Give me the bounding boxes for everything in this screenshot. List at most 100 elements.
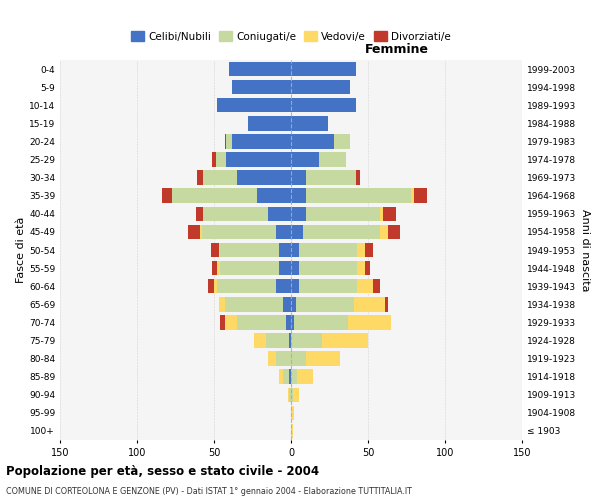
Bar: [215, 152, 226, 167]
Bar: [225, 315, 237, 330]
Bar: [291, 62, 356, 76]
Bar: [202, 224, 275, 239]
Bar: [291, 315, 294, 330]
Bar: [188, 224, 200, 239]
Bar: [275, 224, 291, 239]
Bar: [289, 370, 291, 384]
Bar: [365, 243, 373, 257]
Bar: [203, 206, 268, 221]
Bar: [291, 261, 299, 276]
Bar: [357, 261, 365, 276]
Bar: [254, 333, 266, 347]
Bar: [278, 243, 291, 257]
Bar: [299, 279, 357, 293]
Bar: [197, 170, 203, 185]
Bar: [291, 297, 296, 312]
Bar: [291, 98, 356, 112]
Bar: [289, 388, 291, 402]
Bar: [278, 261, 291, 276]
Bar: [291, 406, 294, 420]
Bar: [291, 188, 307, 203]
Bar: [217, 98, 291, 112]
Bar: [275, 279, 291, 293]
Bar: [203, 170, 237, 185]
Bar: [414, 188, 427, 203]
Bar: [200, 224, 202, 239]
Bar: [296, 297, 354, 312]
Bar: [291, 224, 304, 239]
Bar: [291, 170, 307, 185]
Bar: [385, 297, 388, 312]
Bar: [220, 261, 278, 276]
Bar: [291, 80, 350, 94]
Bar: [356, 170, 360, 185]
Bar: [217, 261, 220, 276]
Bar: [354, 297, 385, 312]
Bar: [334, 134, 350, 148]
Bar: [214, 279, 217, 293]
Bar: [319, 152, 346, 167]
Bar: [291, 388, 293, 402]
Bar: [218, 243, 220, 257]
Legend: Celibi/Nubili, Coniugati/e, Vedovi/e, Divorziati/e: Celibi/Nubili, Coniugati/e, Vedovi/e, Di…: [127, 27, 455, 46]
Bar: [220, 315, 225, 330]
Bar: [212, 261, 217, 276]
Bar: [293, 388, 299, 402]
Bar: [357, 279, 373, 293]
Bar: [257, 188, 291, 203]
Bar: [217, 279, 275, 293]
Bar: [161, 188, 172, 203]
Bar: [294, 315, 348, 330]
Bar: [291, 424, 293, 438]
Bar: [275, 352, 291, 366]
Text: Popolazione per età, sesso e stato civile - 2004: Popolazione per età, sesso e stato civil…: [6, 465, 319, 478]
Bar: [380, 206, 383, 221]
Bar: [307, 170, 356, 185]
Bar: [291, 206, 307, 221]
Bar: [297, 370, 313, 384]
Bar: [322, 333, 368, 347]
Bar: [229, 62, 291, 76]
Bar: [232, 80, 291, 94]
Bar: [237, 315, 286, 330]
Bar: [208, 279, 214, 293]
Y-axis label: Fasce di età: Fasce di età: [16, 217, 26, 283]
Bar: [286, 315, 291, 330]
Bar: [307, 206, 380, 221]
Bar: [283, 297, 291, 312]
Bar: [388, 224, 400, 239]
Bar: [291, 352, 307, 366]
Bar: [357, 243, 365, 257]
Bar: [307, 188, 411, 203]
Bar: [212, 152, 215, 167]
Bar: [380, 224, 388, 239]
Bar: [291, 279, 299, 293]
Bar: [237, 170, 291, 185]
Bar: [220, 243, 278, 257]
Bar: [172, 188, 257, 203]
Bar: [299, 243, 357, 257]
Bar: [268, 352, 275, 366]
Bar: [291, 370, 297, 384]
Bar: [196, 206, 203, 221]
Bar: [211, 243, 218, 257]
Bar: [288, 388, 289, 402]
Bar: [291, 134, 334, 148]
Bar: [225, 297, 283, 312]
Bar: [411, 188, 414, 203]
Bar: [291, 333, 322, 347]
Bar: [218, 297, 225, 312]
Bar: [232, 134, 291, 148]
Bar: [291, 116, 328, 130]
Bar: [299, 261, 357, 276]
Bar: [226, 152, 291, 167]
Bar: [348, 315, 391, 330]
Bar: [307, 352, 340, 366]
Bar: [226, 134, 232, 148]
Text: Femmine: Femmine: [365, 43, 429, 56]
Bar: [266, 333, 289, 347]
Bar: [283, 370, 289, 384]
Bar: [304, 224, 380, 239]
Bar: [289, 333, 291, 347]
Bar: [248, 116, 291, 130]
